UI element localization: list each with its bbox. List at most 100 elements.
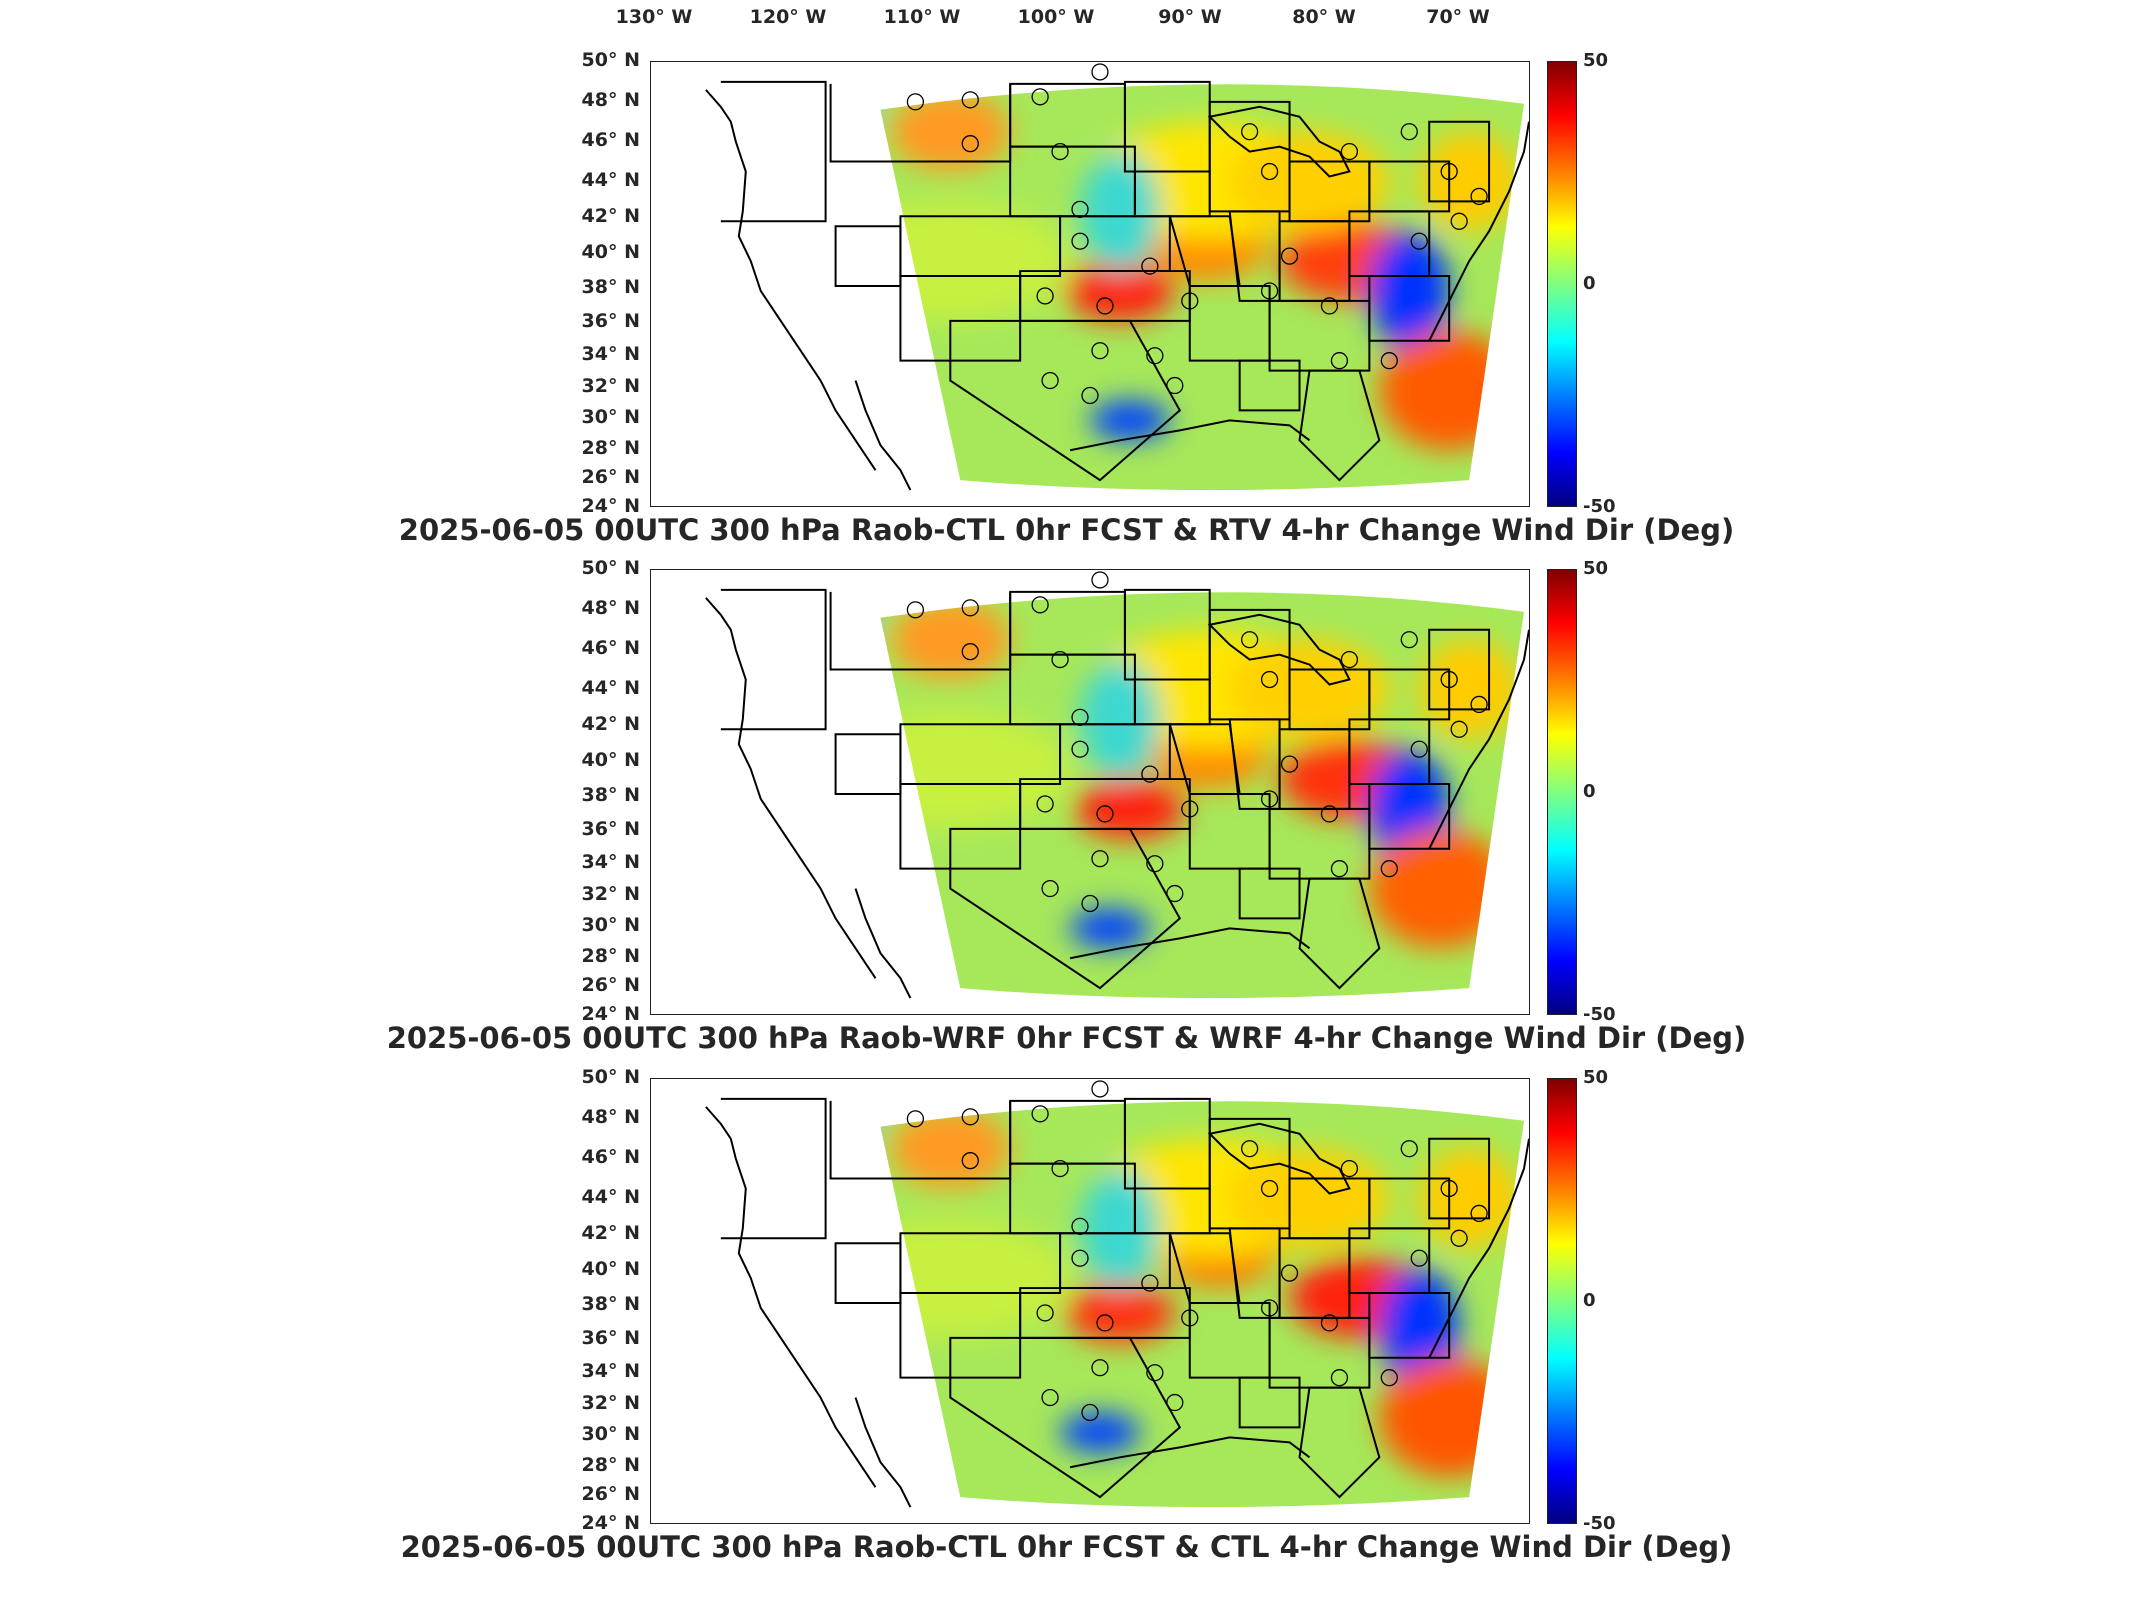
raob-station-marker bbox=[906, 93, 925, 111]
wind-direction-map bbox=[705, 63, 1529, 491]
raob-station-marker bbox=[1440, 162, 1458, 181]
lat-tick-label: 30° N bbox=[581, 913, 640, 936]
lat-tick-label: 28° N bbox=[581, 945, 640, 968]
colorbar bbox=[1547, 1078, 1577, 1524]
raob-station-marker bbox=[1410, 740, 1428, 758]
lat-tick-label: 34° N bbox=[581, 343, 640, 366]
lat-tick-label: 42° N bbox=[581, 1222, 640, 1245]
raob-station-marker bbox=[1036, 1304, 1054, 1322]
raob-station-marker bbox=[961, 135, 979, 153]
raob-stations bbox=[906, 63, 1488, 405]
raob-station-marker bbox=[1380, 1369, 1398, 1387]
raob-station-marker bbox=[1141, 257, 1159, 275]
raob-station-marker bbox=[1096, 1314, 1114, 1332]
lat-tick-label: 46° N bbox=[581, 129, 640, 152]
raob-station-marker bbox=[1330, 860, 1349, 878]
lat-tick-label: 44° N bbox=[581, 677, 640, 700]
lon-tick-120w: 120° W bbox=[749, 6, 827, 28]
raob-station-marker bbox=[1260, 790, 1279, 808]
raob-station-marker bbox=[1081, 386, 1099, 405]
raob-station-marker bbox=[1071, 1249, 1089, 1267]
wind-change-field bbox=[880, 1101, 1525, 1508]
raob-station-marker bbox=[1036, 795, 1054, 813]
lat-tick-label: 46° N bbox=[581, 1146, 640, 1169]
longitude-axis: 130° W 120° W 110° W 100° W 90° W 80° W … bbox=[0, 6, 2133, 32]
raob-station-marker bbox=[1071, 708, 1089, 726]
raob-station-marker bbox=[1071, 200, 1089, 218]
colorbar-tick-label: 0 bbox=[1583, 273, 1596, 294]
raob-station-marker bbox=[1410, 232, 1428, 250]
lat-tick-label: 38° N bbox=[581, 1293, 640, 1316]
colorbar-tick-label: 0 bbox=[1583, 1290, 1596, 1311]
raob-station-marker bbox=[1091, 1359, 1109, 1377]
map-plot-area bbox=[650, 61, 1530, 507]
raob-station-marker bbox=[961, 1152, 979, 1170]
raob-station-marker bbox=[1166, 884, 1184, 903]
raob-station-marker bbox=[1450, 212, 1468, 230]
lat-tick-label: 34° N bbox=[581, 851, 640, 874]
lat-tick-label: 24° N bbox=[581, 1003, 640, 1025]
raob-station-marker bbox=[1260, 282, 1279, 300]
lat-tick-label: 30° N bbox=[581, 405, 640, 428]
raob-station-marker bbox=[1450, 720, 1468, 738]
wind-direction-map bbox=[705, 1080, 1529, 1508]
raob-station-marker bbox=[1096, 297, 1114, 315]
raob-station-marker bbox=[1320, 297, 1339, 315]
lat-tick-label: 32° N bbox=[581, 374, 640, 397]
colorbar-tick-label: 50 bbox=[1583, 50, 1609, 71]
raob-station-marker bbox=[1280, 755, 1299, 773]
raob-station-marker bbox=[1260, 670, 1279, 689]
raob-station-marker bbox=[1320, 805, 1339, 823]
raob-station-marker bbox=[1330, 352, 1349, 370]
lon-tick-100w: 100° W bbox=[1017, 6, 1095, 28]
raob-stations bbox=[906, 571, 1488, 913]
map-plot-area bbox=[650, 1078, 1530, 1524]
panel-title: 2025-06-05 00UTC 300 hPa Raob-WRF 0hr FC… bbox=[386, 1021, 1747, 1055]
lat-tick-label: 36° N bbox=[581, 817, 640, 840]
raob-station-marker bbox=[1091, 571, 1109, 589]
wind-direction-map bbox=[705, 571, 1529, 999]
raob-station-marker bbox=[1241, 123, 1259, 141]
raob-station-marker bbox=[1280, 247, 1299, 265]
raob-station-marker bbox=[1340, 650, 1359, 669]
panel-title: 2025-06-05 00UTC 300 hPa Raob-CTL 0hr FC… bbox=[400, 1530, 1733, 1564]
raob-station-marker bbox=[1166, 376, 1184, 395]
raob-station-marker bbox=[1031, 88, 1049, 106]
lat-tick-label: 36° N bbox=[581, 309, 640, 332]
raob-station-marker bbox=[961, 91, 979, 109]
raob-station-marker bbox=[906, 601, 925, 619]
raob-station-marker bbox=[1051, 1159, 1069, 1178]
raob-station-marker bbox=[1280, 1264, 1299, 1282]
map-plot-area bbox=[650, 569, 1530, 1015]
lat-tick-label: 26° N bbox=[581, 1483, 640, 1505]
raob-station-marker bbox=[1031, 596, 1049, 614]
raob-station-marker bbox=[1330, 1369, 1349, 1387]
lat-tick-label: 44° N bbox=[581, 1186, 640, 1209]
raob-station-marker bbox=[1071, 232, 1089, 250]
raob-station-marker bbox=[1320, 1314, 1339, 1332]
colorbar-tick-label: 50 bbox=[1583, 558, 1609, 579]
lat-tick-label: 24° N bbox=[581, 1512, 640, 1534]
lat-tick-label: 42° N bbox=[581, 713, 640, 736]
raob-station-marker bbox=[906, 1110, 925, 1128]
raob-station-marker bbox=[1470, 695, 1488, 714]
lat-tick-label: 24° N bbox=[581, 495, 640, 517]
lat-tick-label: 48° N bbox=[581, 89, 640, 112]
raob-station-marker bbox=[1041, 371, 1059, 390]
lat-tick-label: 48° N bbox=[581, 597, 640, 620]
colorbar-tick-label: -50 bbox=[1583, 1004, 1616, 1025]
lon-tick-130w: 130° W bbox=[615, 6, 693, 28]
lat-tick-label: 28° N bbox=[581, 1454, 640, 1477]
lat-tick-label: 30° N bbox=[581, 1422, 640, 1445]
raob-station-marker bbox=[1141, 765, 1159, 783]
raob-station-marker bbox=[1181, 1309, 1199, 1327]
lat-tick-label: 48° N bbox=[581, 1106, 640, 1129]
lat-tick-label: 32° N bbox=[581, 882, 640, 905]
lat-tick-label: 26° N bbox=[581, 466, 640, 488]
raob-station-marker bbox=[1241, 631, 1259, 649]
lat-tick-label: 50° N bbox=[581, 1066, 640, 1088]
raob-station-marker bbox=[1181, 800, 1199, 818]
raob-station-marker bbox=[1081, 1403, 1099, 1422]
raob-station-marker bbox=[1450, 1229, 1468, 1247]
raob-station-marker bbox=[1380, 860, 1398, 878]
